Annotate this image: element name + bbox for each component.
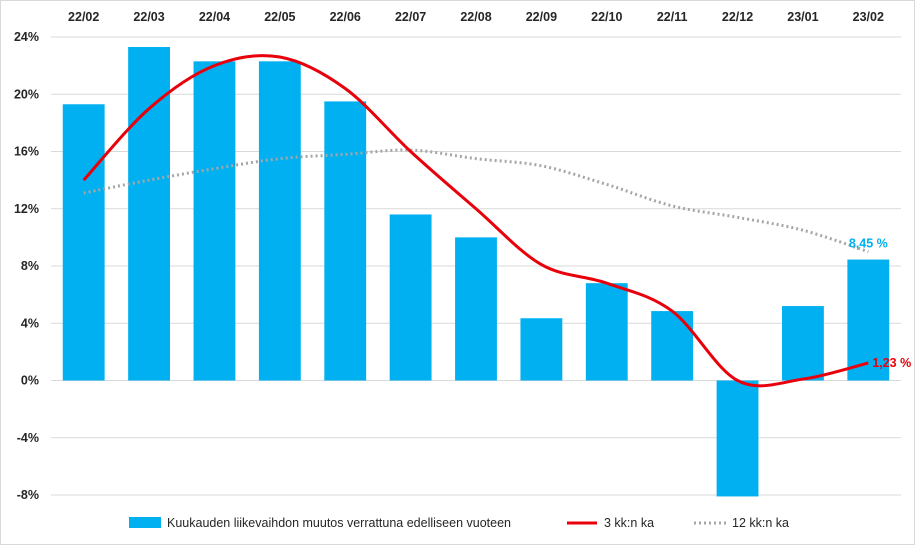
bar — [585, 283, 628, 381]
data-labels: 8,45 % 1,23 % — [849, 237, 911, 370]
bar — [258, 61, 301, 381]
bar — [389, 214, 432, 381]
y-tick-label: 20% — [14, 87, 39, 101]
y-tick-label: 24% — [14, 30, 39, 44]
bar — [520, 318, 563, 381]
x-tick-label: 22/10 — [591, 10, 622, 24]
bar — [62, 104, 105, 381]
bar — [324, 101, 367, 381]
bar — [128, 47, 170, 381]
y-tick-label: 8% — [21, 259, 39, 273]
x-tick-label: 22/11 — [657, 10, 688, 24]
y-tick-label: 4% — [21, 316, 39, 330]
bar — [847, 259, 890, 381]
x-tick-label: 22/08 — [460, 10, 491, 24]
legend-swatch-bar — [129, 517, 161, 528]
bars-layer — [62, 47, 890, 497]
x-tick-label: 23/01 — [787, 10, 818, 24]
x-tick-label: 22/05 — [264, 10, 295, 24]
bar — [651, 311, 694, 381]
data-label: 1,23 % — [872, 356, 911, 370]
line-3kk — [82, 54, 869, 388]
legend-label: 3 kk:n ka — [604, 516, 654, 530]
y-tick-label: 0% — [21, 374, 39, 388]
bar — [455, 237, 497, 381]
data-label: 8,45 % — [849, 237, 888, 251]
y-tick-labels: -8% -4% 0% 4% 8% 12% 16% 20% 24% — [14, 30, 39, 502]
bar — [716, 380, 759, 497]
bar — [193, 61, 236, 381]
y-tick-label: -4% — [17, 431, 39, 445]
bar — [782, 306, 824, 381]
x-tick-label: 23/02 — [853, 10, 884, 24]
y-tick-label: 16% — [14, 145, 39, 159]
x-tick-label: 22/12 — [722, 10, 753, 24]
legend: Kuukauden liikevaihdon muutos verrattuna… — [129, 516, 789, 530]
y-tick-label: 12% — [14, 202, 39, 216]
x-tick-label: 22/09 — [526, 10, 557, 24]
x-tick-label: 22/04 — [199, 10, 230, 24]
lines-layer — [82, 54, 869, 388]
y-tick-label: -8% — [17, 488, 39, 502]
legend-label: 12 kk:n ka — [732, 516, 789, 530]
x-tick-label: 22/06 — [330, 10, 361, 24]
x-tick-label: 22/07 — [395, 10, 426, 24]
x-tick-label: 22/03 — [133, 10, 164, 24]
x-tick-label: 22/02 — [68, 10, 99, 24]
x-tick-labels: 22/02 22/03 22/04 22/05 22/06 22/07 22/08 22/09… — [68, 10, 884, 24]
line-12kk — [83, 148, 869, 254]
legend-label: Kuukauden liikevaihdon muutos verrattuna… — [167, 516, 511, 530]
